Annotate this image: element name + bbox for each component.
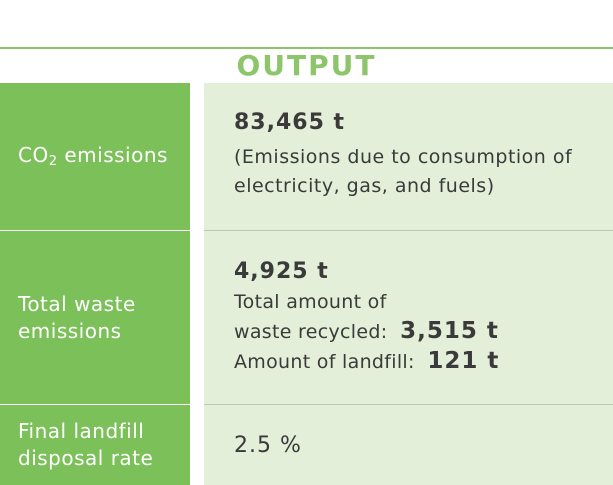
co2-value: 83,465 t <box>234 110 346 135</box>
landfill-rate-label-line1: Final landfill <box>18 419 145 443</box>
landfill-value: 121 t <box>427 348 500 374</box>
landfill-rate-label-line2: disposal rate <box>18 446 154 470</box>
row-value-co2: 83,465 t (Emissions due to consumption o… <box>204 83 613 230</box>
row-divider <box>0 404 613 405</box>
co2-label-subscript: 2 <box>48 153 58 169</box>
recycled-label: waste recycled: <box>234 321 394 343</box>
output-table: CO2 emissions 83,465 t (Emissions due to… <box>0 83 613 485</box>
recycled-line2: waste recycled: 3,515 t <box>234 317 613 347</box>
landfill-line: Amount of landfill: 121 t <box>234 347 613 377</box>
waste-label-line2: emissions <box>18 318 122 343</box>
waste-label-line1: Total waste <box>18 291 136 316</box>
landfill-rate-value: 2.5 % <box>234 432 302 458</box>
table-row-waste: Total waste emissions 4,925 t Total amou… <box>0 231 613 404</box>
co2-label-text: CO2 emissions <box>18 142 168 172</box>
waste-value: 4,925 t <box>234 259 329 284</box>
landfill-label: Amount of landfill: <box>234 351 422 373</box>
recycled-line1: Total amount of <box>234 291 387 313</box>
row-value-landfill-rate: 2.5 % <box>204 405 613 485</box>
co2-label-main: CO <box>18 142 49 167</box>
recycled-value: 3,515 t <box>400 318 499 344</box>
row-value-waste: 4,925 t Total amount of waste recycled: … <box>204 231 613 404</box>
table-row-landfill-rate: Final landfill disposal rate 2.5 % <box>0 405 613 485</box>
row-label-landfill-rate: Final landfill disposal rate <box>0 405 190 485</box>
section-title: OUTPUT <box>236 49 377 82</box>
co2-note-line1: (Emissions due to consumption of <box>234 146 573 168</box>
co2-label-rest: emissions <box>57 142 168 167</box>
row-label-waste: Total waste emissions <box>0 231 190 404</box>
top-rule <box>0 47 613 49</box>
row-divider <box>0 230 613 231</box>
co2-note-line2: electricity, gas, and fuels) <box>234 175 495 197</box>
row-label-co2: CO2 emissions <box>0 83 190 230</box>
table-row-co2: CO2 emissions 83,465 t (Emissions due to… <box>0 83 613 230</box>
